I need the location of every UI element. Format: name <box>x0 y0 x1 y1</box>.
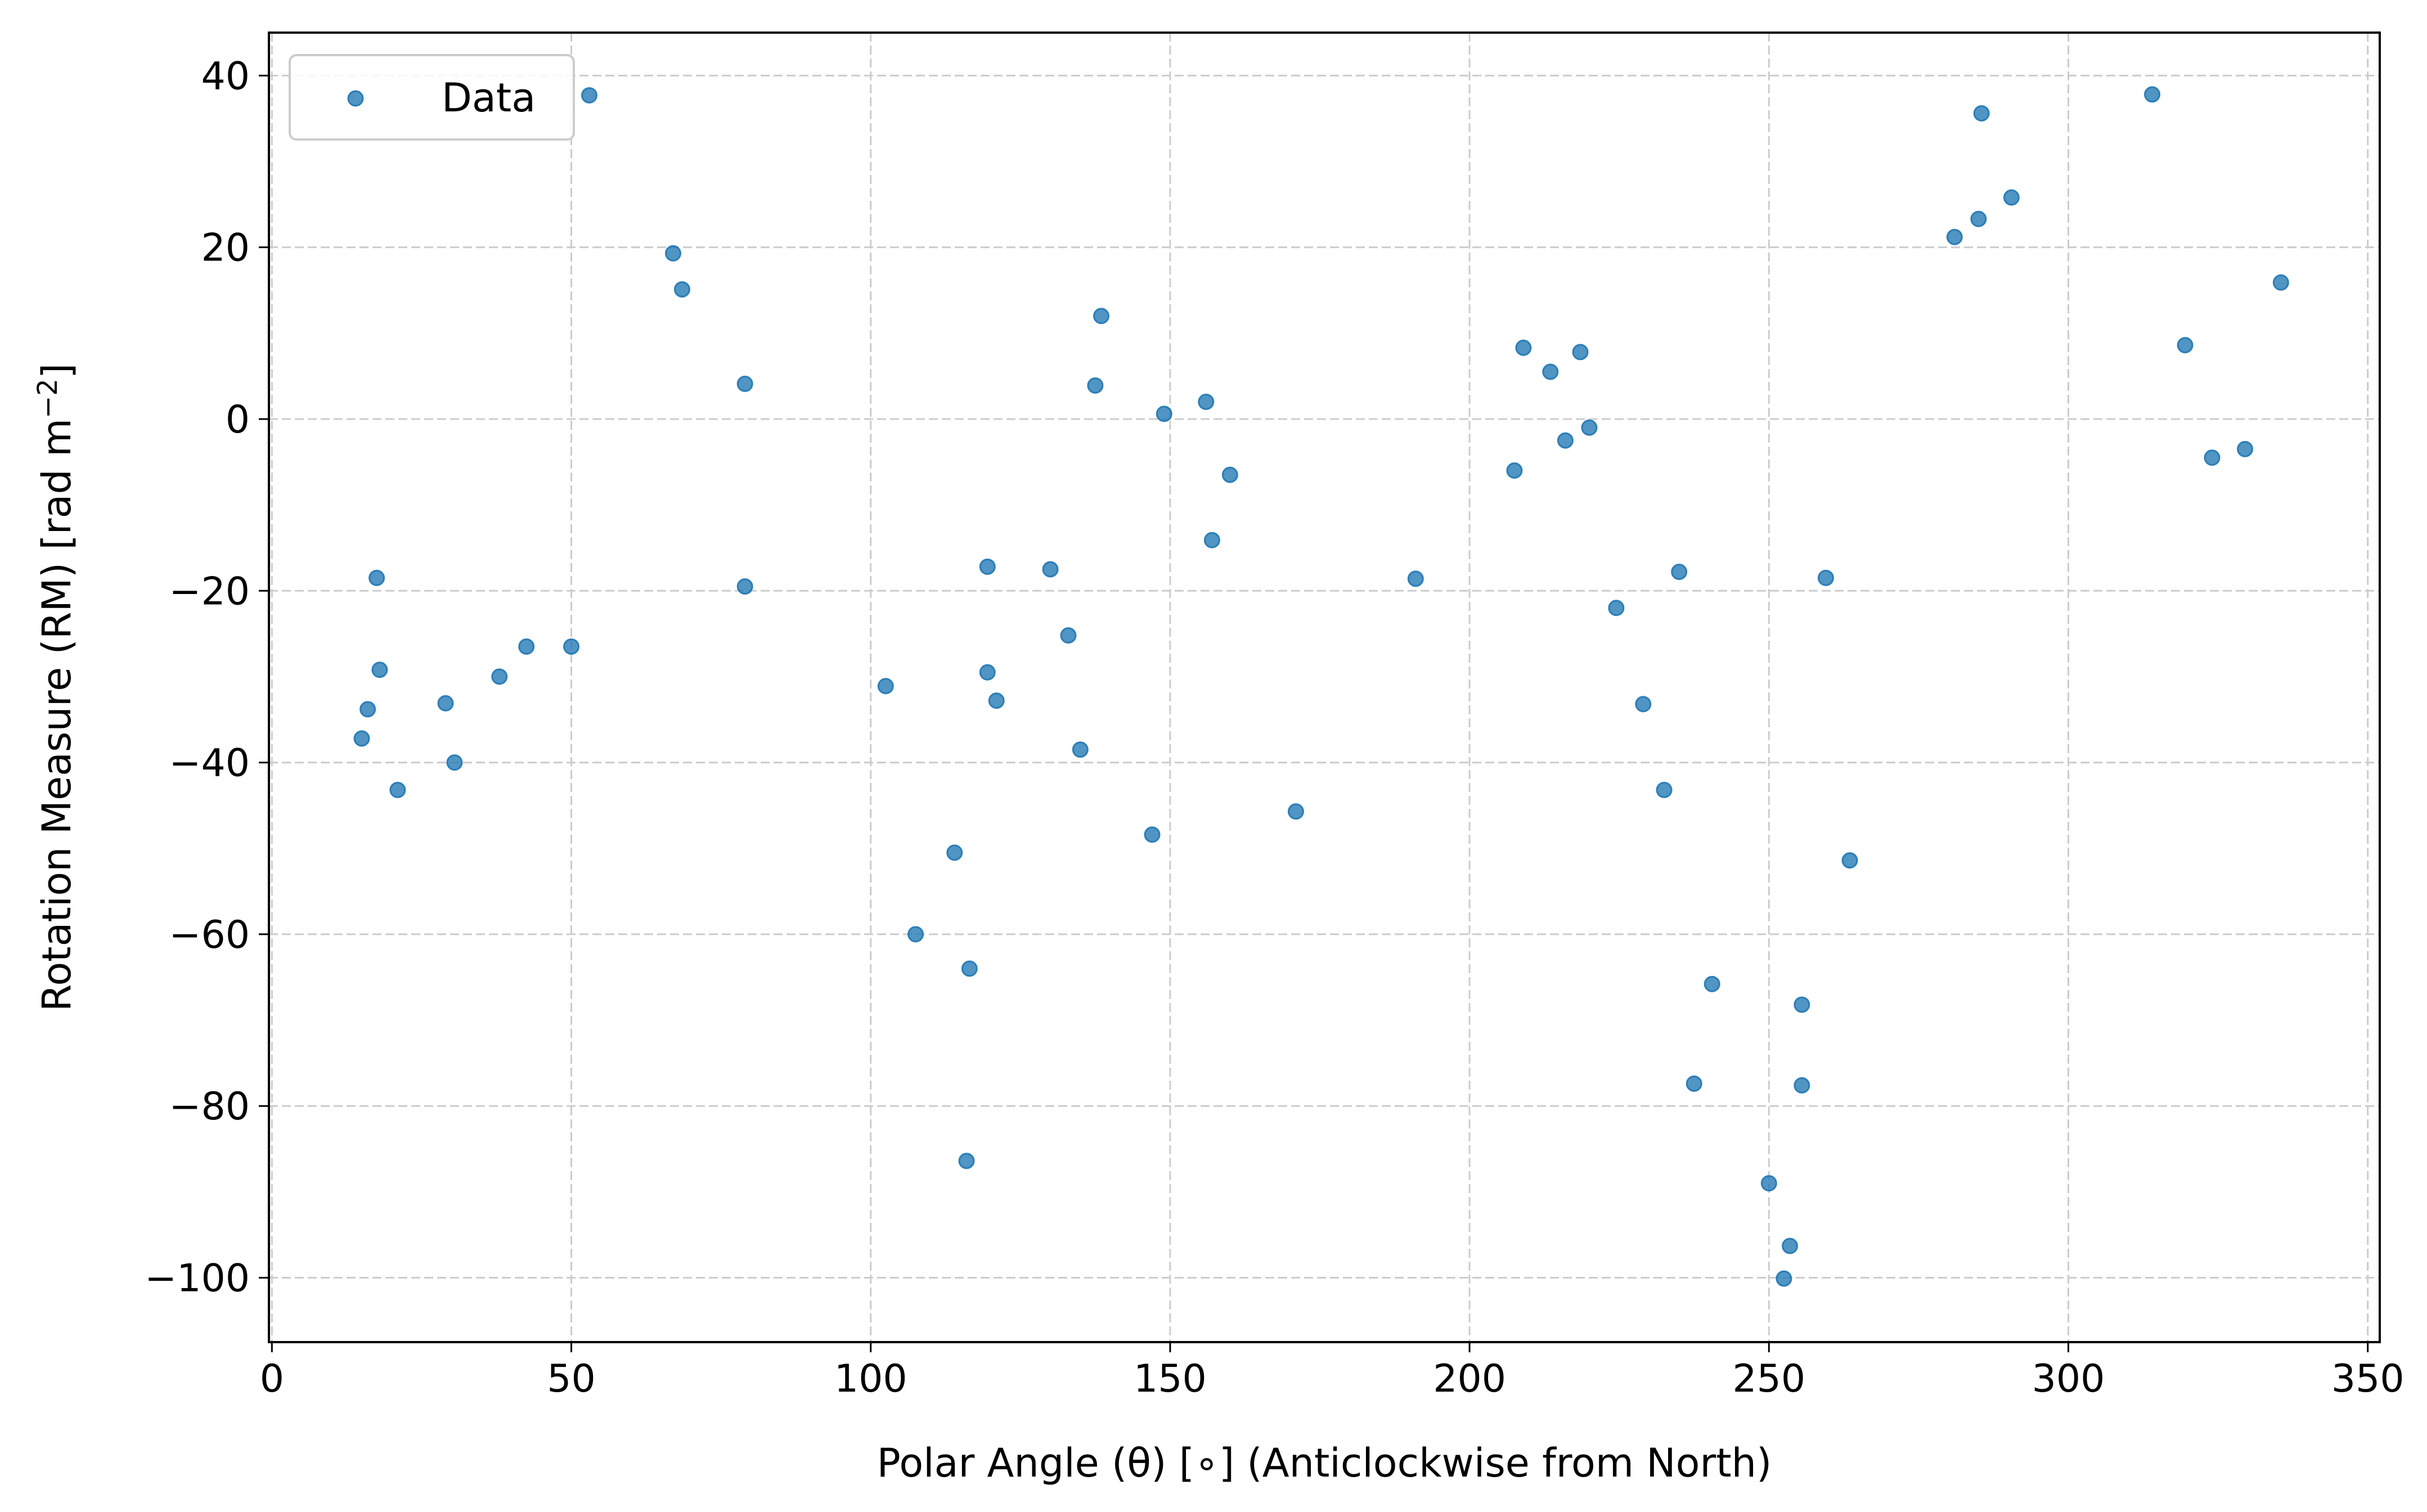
data-point <box>1287 803 1304 820</box>
data-point <box>673 281 690 298</box>
grid <box>269 33 2380 1342</box>
data-point <box>491 668 508 685</box>
y-tick-label: 0 <box>226 398 250 442</box>
x-tick-label: 200 <box>1433 1357 1506 1401</box>
data-point <box>1704 975 1720 992</box>
x-tick-label: 300 <box>2032 1357 2105 1401</box>
x-tick-label: 50 <box>547 1357 596 1401</box>
data-point <box>1093 308 1110 325</box>
data-point <box>1782 1238 1799 1254</box>
data-point <box>1042 561 1059 578</box>
plot-frame <box>268 32 2381 1343</box>
data-point <box>907 926 924 943</box>
y-tick-label: −100 <box>145 1257 250 1301</box>
y-tick-label: −40 <box>169 741 250 786</box>
data-point <box>2204 449 2221 466</box>
data-point <box>961 960 978 977</box>
x-tick-label: 100 <box>834 1357 907 1401</box>
data-point <box>979 559 996 575</box>
data-point <box>563 638 580 655</box>
data-point <box>2144 86 2161 103</box>
data-point <box>1656 781 1673 798</box>
data-point <box>1794 1077 1810 1094</box>
data-point <box>581 87 597 104</box>
data-point <box>736 375 753 392</box>
data-point <box>1635 696 1652 713</box>
x-tick-label: 0 <box>260 1357 284 1401</box>
y-axis-label: Rotation Measure (RM) [rad m−2] <box>32 363 80 1012</box>
data-point <box>2237 440 2254 457</box>
y-axis-ticks: 40 20 0 −20 −40 −60 −80 −100 <box>145 54 269 1301</box>
data-point <box>1515 339 1532 356</box>
data-point <box>1973 105 1990 122</box>
data-point <box>736 578 753 595</box>
y-tick-label: 40 <box>201 54 250 98</box>
data-points <box>353 86 2289 1287</box>
data-point <box>1794 996 1810 1013</box>
data-point <box>446 754 463 771</box>
data-point <box>1572 344 1589 361</box>
y-tick-label: −60 <box>169 913 250 957</box>
data-point <box>1970 210 1987 227</box>
x-axis-ticks: 0 50 100 150 200 250 300 350 <box>260 1342 2404 1401</box>
data-point <box>1686 1076 1702 1092</box>
x-tick-label: 350 <box>2331 1357 2404 1401</box>
data-point <box>1203 532 1220 548</box>
data-point <box>1946 228 1963 245</box>
y-axis-label-exponent: −2 <box>32 379 64 418</box>
data-point <box>988 692 1005 709</box>
data-point <box>1608 600 1625 616</box>
y-axis-label-close: ] <box>34 363 80 379</box>
data-point <box>389 781 406 798</box>
data-point <box>1087 377 1104 394</box>
data-point <box>371 662 388 678</box>
data-point <box>2177 337 2194 354</box>
legend-label-data: Data <box>442 75 536 121</box>
data-point <box>1156 406 1172 422</box>
data-point <box>1060 627 1077 644</box>
data-point <box>353 730 370 747</box>
data-point <box>1506 462 1523 479</box>
x-tick-label: 250 <box>1732 1357 1805 1401</box>
data-point <box>877 678 894 695</box>
data-point <box>1198 393 1215 410</box>
data-point <box>368 569 385 586</box>
data-point <box>1557 432 1574 449</box>
legend-marker <box>347 90 364 107</box>
data-point <box>1221 466 1238 483</box>
legend: Data <box>289 54 575 141</box>
data-point <box>1072 741 1089 758</box>
data-point <box>1817 569 1834 586</box>
data-point <box>1581 419 1598 436</box>
data-point <box>1144 826 1161 843</box>
y-tick-label: −20 <box>169 569 250 614</box>
data-point <box>1542 363 1559 380</box>
data-point <box>1760 1175 1777 1192</box>
data-point <box>2003 189 2020 206</box>
x-axis-label: Polar Angle (θ) [∘] (Anticlockwise from … <box>877 1440 1772 1486</box>
data-point <box>946 844 963 861</box>
data-point <box>2272 274 2289 291</box>
y-axis-label-main: Rotation Measure (RM) [rad m <box>34 418 80 1012</box>
data-point <box>664 245 681 262</box>
data-point <box>979 664 996 681</box>
data-point <box>518 638 535 655</box>
legend-box <box>289 54 575 141</box>
data-point <box>958 1153 975 1169</box>
data-point <box>1671 564 1688 580</box>
y-tick-label: −80 <box>169 1084 250 1129</box>
data-point <box>359 701 376 718</box>
y-tick-label: 20 <box>201 226 250 271</box>
x-tick-label: 150 <box>1134 1357 1207 1401</box>
data-point <box>437 695 454 712</box>
data-point <box>1407 570 1424 587</box>
data-point <box>1841 852 1858 869</box>
data-point <box>1776 1270 1792 1287</box>
